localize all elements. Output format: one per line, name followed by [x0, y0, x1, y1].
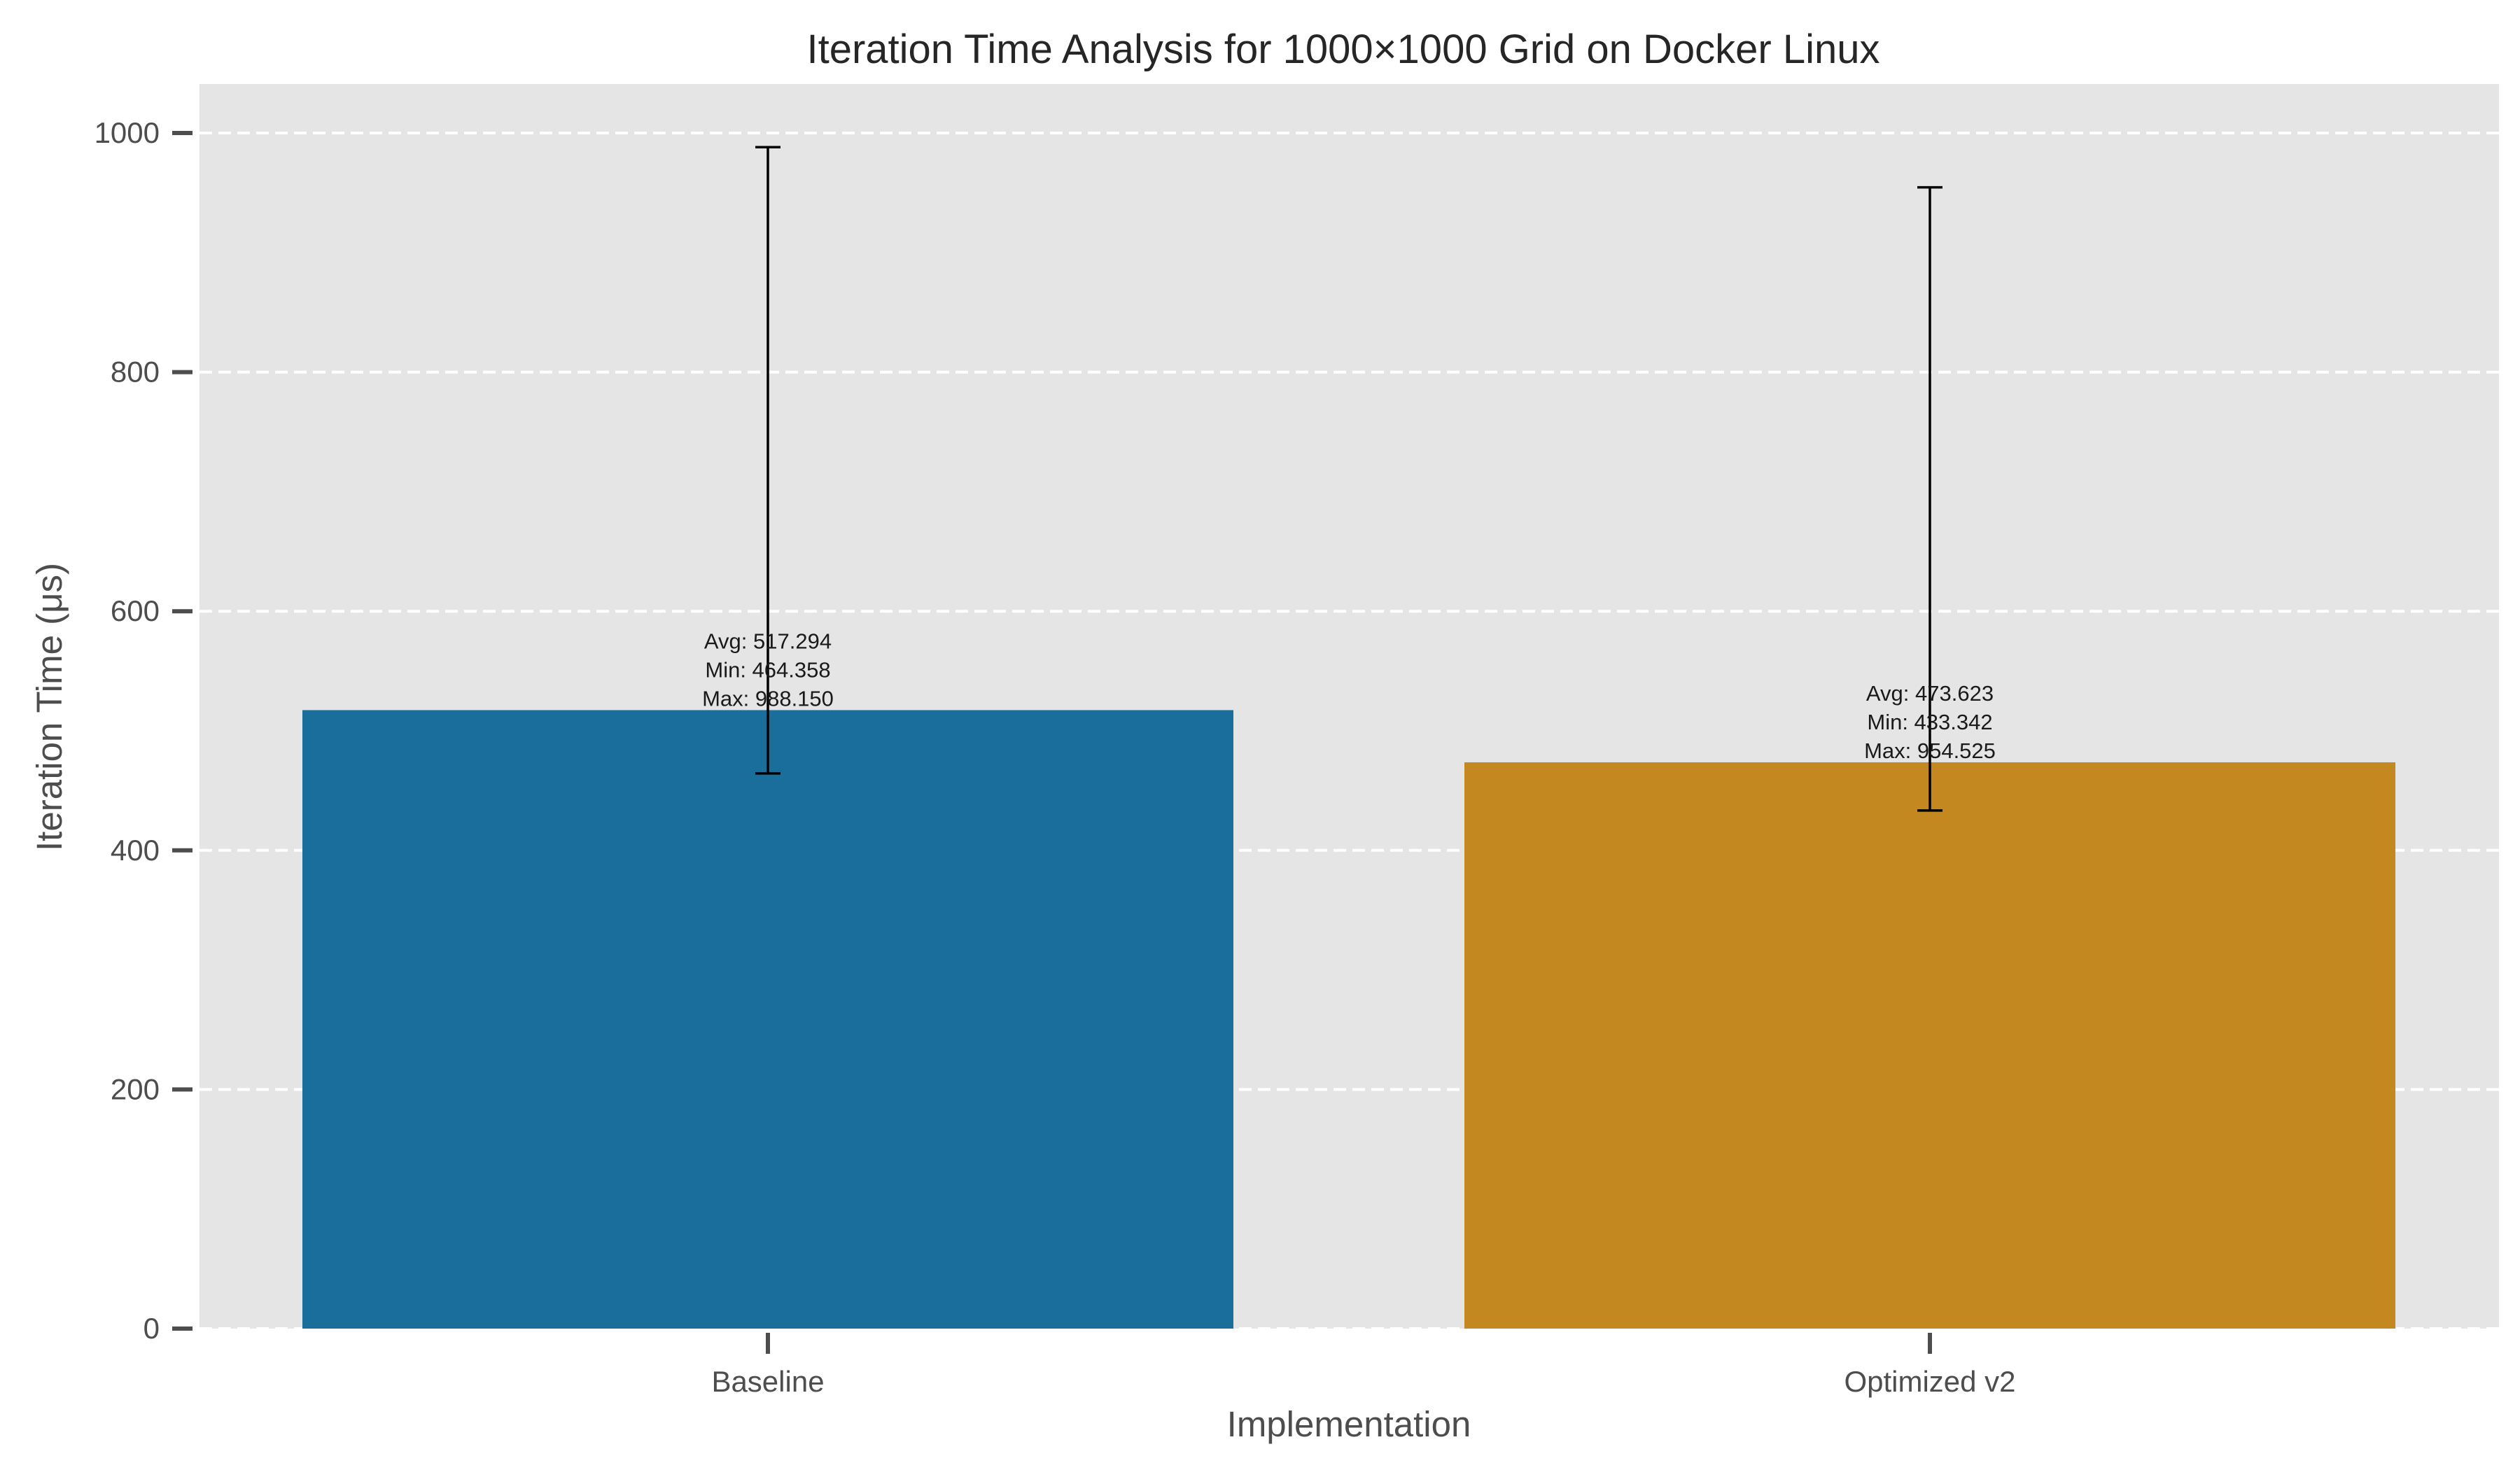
y-tick-label: 200: [111, 1072, 160, 1105]
error-bars: [755, 146, 1942, 812]
bar-annotation-line: Avg: 517.294: [704, 629, 832, 653]
bar-annotation-line: Max: 988.150: [702, 686, 834, 710]
bar-annotation-line: Min: 464.358: [705, 657, 830, 682]
y-tick-label: 800: [111, 356, 160, 388]
x-tick-label: Optimized v2: [1844, 1365, 2015, 1398]
bar-annotation-line: Max: 954.525: [1864, 738, 1996, 763]
y-axis-label: Iteration Time (μs): [29, 563, 69, 851]
bars: [302, 710, 2395, 1329]
x-axis-label: Implementation: [1227, 1404, 1471, 1444]
y-tick-label: 400: [111, 834, 160, 867]
x-axis: Baseline Optimized v2: [711, 1333, 2016, 1398]
y-tick-label: 600: [111, 594, 160, 627]
bar-optimized-v2: [1464, 762, 2395, 1329]
bar-annotation-line: Min: 433.342: [1867, 710, 1992, 734]
chart-title: Iteration Time Analysis for 1000×1000 Gr…: [806, 27, 1879, 72]
y-tick-label: 1000: [94, 116, 160, 149]
y-axis: 0 200 400 600 800 1000: [94, 116, 192, 1345]
bar-annotation-line: Avg: 473.623: [1866, 681, 1994, 706]
bar-baseline: [302, 710, 1233, 1329]
y-tick-label: 0: [144, 1312, 160, 1345]
x-tick-label: Baseline: [711, 1365, 824, 1398]
annotations: Avg: 517.294 Min: 464.358 Max: 988.150 Avg:…: [702, 629, 1996, 763]
